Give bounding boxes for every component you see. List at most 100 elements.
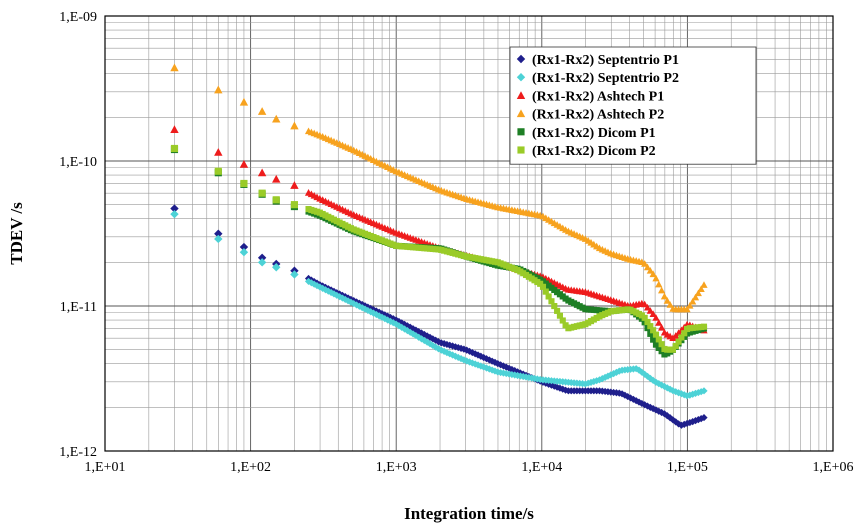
- series-4: [170, 63, 708, 313]
- legend-box: [509, 46, 757, 165]
- data-point: [641, 300, 649, 308]
- data-point: [214, 229, 223, 238]
- y-axis-ticks: 1,E-09 1,E-10 1,E-11 1,E-12: [59, 10, 97, 460]
- legend-item: (Rx1-Rx2) Septentrio P1: [516, 53, 679, 68]
- data-point: [646, 307, 654, 314]
- data-point: [652, 341, 660, 348]
- data-point: [694, 289, 702, 297]
- data-point: [689, 297, 697, 305]
- data-point: [650, 327, 657, 334]
- data-point: [457, 344, 465, 352]
- data-point: [663, 297, 671, 304]
- data-point: [491, 358, 499, 366]
- data-point: [652, 274, 660, 282]
- data-point: [440, 340, 448, 348]
- data-point: [460, 356, 468, 364]
- data-point: [420, 336, 428, 345]
- legend-item: (Rx1-Rx2) Ashtech P1: [516, 89, 664, 104]
- data-point: [655, 344, 662, 351]
- data-point: [587, 378, 595, 386]
- data-point: [593, 377, 601, 385]
- data-point: [660, 382, 669, 391]
- legend-marker: [517, 146, 525, 154]
- data-point: [658, 381, 666, 389]
- legend-item: (Rx1-Rx2) Dicom P1: [517, 126, 656, 141]
- data-point: [389, 319, 397, 327]
- y-axis-title: TDEV /s: [7, 202, 26, 265]
- data-point: [681, 330, 688, 337]
- legend-label: (Rx1-Rx2) Ashtech P1: [532, 89, 664, 104]
- data-point: [666, 385, 674, 393]
- data-point: [598, 375, 606, 383]
- data-point: [378, 313, 386, 321]
- data-point: [364, 306, 372, 315]
- data-point: [652, 331, 660, 338]
- data-point: [423, 338, 431, 346]
- data-point: [304, 277, 313, 286]
- data-point: [170, 204, 179, 213]
- data-point: [674, 420, 683, 428]
- legend-marker: [517, 128, 525, 136]
- data-point: [386, 317, 395, 325]
- legend-label: (Rx1-Rx2) Septentrio P2: [532, 71, 679, 86]
- data-point: [595, 376, 604, 384]
- data-point: [482, 355, 491, 363]
- data-point: [554, 307, 561, 314]
- data-point: [446, 341, 454, 349]
- data-point: [652, 314, 660, 321]
- data-point: [321, 286, 330, 294]
- data-point: [545, 293, 552, 300]
- data-point: [548, 298, 555, 305]
- data-point: [658, 408, 666, 417]
- data-point: [590, 377, 598, 386]
- data-point: [448, 351, 457, 359]
- data-point: [415, 327, 423, 336]
- data-point: [683, 305, 691, 313]
- data-point: [417, 335, 426, 343]
- x-tick-label: 1,E+03: [376, 460, 417, 475]
- data-point: [584, 379, 592, 387]
- data-point: [214, 234, 223, 244]
- data-point: [649, 376, 657, 385]
- x-tick-label: 1,E+04: [521, 460, 562, 475]
- data-point: [347, 298, 355, 306]
- legend-marker: [516, 73, 526, 82]
- data-point: [491, 367, 499, 375]
- data-point: [624, 392, 632, 401]
- data-point: [239, 242, 249, 252]
- data-point: [454, 343, 462, 352]
- data-point: [694, 388, 702, 397]
- data-point: [443, 340, 451, 349]
- data-point: [290, 270, 299, 279]
- data-point: [652, 378, 660, 386]
- data-point: [601, 373, 609, 381]
- data-point: [643, 263, 652, 271]
- data-point: [643, 372, 652, 380]
- data-point: [375, 308, 383, 316]
- legend-marker: [516, 109, 526, 118]
- data-point: [426, 333, 434, 341]
- data-point: [691, 293, 700, 301]
- data-point: [556, 312, 563, 319]
- series-layer: [170, 63, 708, 429]
- x-axis-ticks: 1,E+01 1,E+02 1,E+03 1,E+04 1,E+05 1,E+06: [85, 460, 854, 475]
- data-point: [307, 279, 315, 287]
- data-point: [649, 405, 657, 413]
- data-point: [655, 380, 663, 388]
- data-point: [272, 196, 280, 204]
- data-point: [647, 330, 654, 337]
- data-point: [689, 418, 697, 426]
- data-point: [675, 338, 682, 345]
- data-point: [170, 144, 179, 153]
- data-point: [655, 319, 663, 326]
- data-point: [672, 342, 679, 350]
- data-point: [652, 406, 660, 414]
- data-point: [632, 397, 640, 405]
- data-point: [649, 310, 657, 318]
- data-point: [170, 63, 179, 72]
- data-point: [415, 333, 423, 341]
- data-point: [488, 366, 496, 374]
- series-2: [170, 209, 708, 400]
- data-point: [434, 345, 443, 353]
- data-point: [660, 292, 669, 300]
